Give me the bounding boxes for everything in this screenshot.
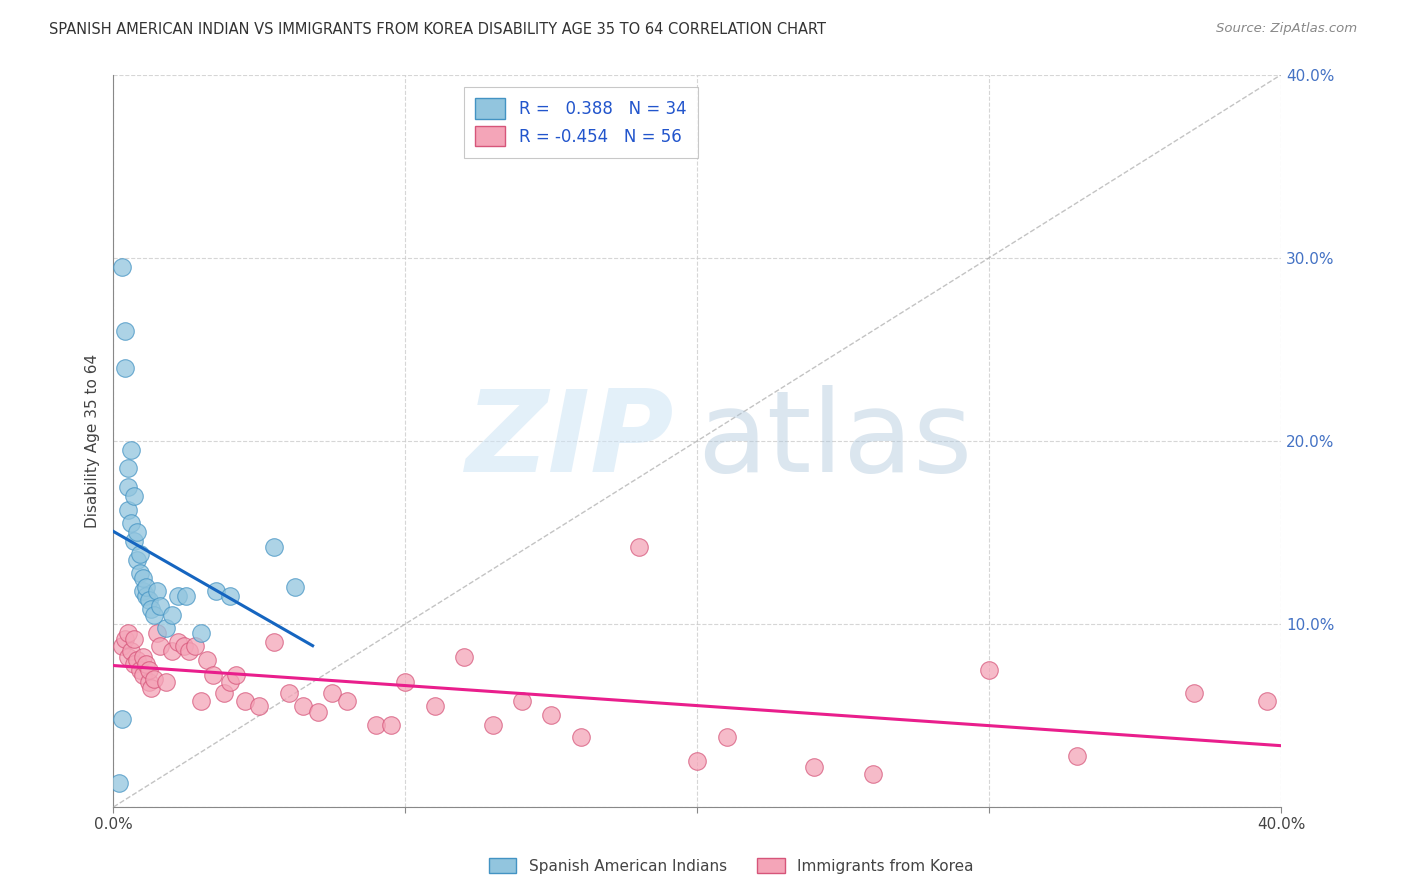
- Point: [321, 686, 343, 700]
- Point: [117, 649, 139, 664]
- Point: [111, 639, 134, 653]
- Point: [979, 663, 1001, 677]
- Point: [628, 540, 651, 554]
- Point: [219, 675, 242, 690]
- Text: SPANISH AMERICAN INDIAN VS IMMIGRANTS FROM KOREA DISABILITY AGE 35 TO 64 CORRELA: SPANISH AMERICAN INDIAN VS IMMIGRANTS FR…: [49, 22, 827, 37]
- Point: [131, 571, 153, 585]
- Point: [263, 635, 285, 649]
- Point: [149, 639, 172, 653]
- Point: [120, 516, 142, 530]
- Point: [1066, 748, 1088, 763]
- Point: [292, 699, 315, 714]
- Point: [141, 681, 163, 695]
- Point: [117, 479, 139, 493]
- Y-axis label: Disability Age 35 to 64: Disability Age 35 to 64: [86, 354, 100, 528]
- Point: [120, 644, 142, 658]
- Point: [233, 694, 256, 708]
- Point: [131, 649, 153, 664]
- Point: [143, 607, 166, 622]
- Point: [160, 644, 183, 658]
- Point: [141, 602, 163, 616]
- Point: [146, 626, 169, 640]
- Point: [125, 553, 148, 567]
- Point: [1182, 686, 1205, 700]
- Point: [482, 717, 505, 731]
- Point: [120, 442, 142, 457]
- Point: [283, 580, 305, 594]
- Point: [336, 694, 359, 708]
- Point: [219, 590, 242, 604]
- Point: [380, 717, 402, 731]
- Point: [716, 731, 738, 745]
- Point: [117, 626, 139, 640]
- Point: [146, 583, 169, 598]
- Point: [1256, 694, 1278, 708]
- Point: [453, 649, 475, 664]
- Point: [131, 583, 153, 598]
- Point: [122, 657, 145, 672]
- Point: [155, 621, 177, 635]
- Point: [125, 653, 148, 667]
- Text: Source: ZipAtlas.com: Source: ZipAtlas.com: [1216, 22, 1357, 36]
- Point: [204, 583, 226, 598]
- Point: [263, 540, 285, 554]
- Point: [149, 599, 172, 613]
- Point: [114, 632, 136, 646]
- Point: [131, 668, 153, 682]
- Point: [122, 534, 145, 549]
- Point: [510, 694, 533, 708]
- Point: [249, 699, 271, 714]
- Point: [569, 731, 592, 745]
- Point: [184, 639, 207, 653]
- Point: [862, 767, 884, 781]
- Point: [111, 260, 134, 274]
- Point: [190, 694, 212, 708]
- Point: [803, 760, 825, 774]
- Point: [686, 754, 709, 768]
- Point: [135, 580, 157, 594]
- Point: [138, 663, 160, 677]
- Point: [114, 360, 136, 375]
- Point: [128, 663, 150, 677]
- Point: [307, 705, 329, 719]
- Point: [423, 699, 446, 714]
- Point: [135, 590, 157, 604]
- Point: [122, 489, 145, 503]
- Point: [225, 668, 247, 682]
- Point: [166, 590, 188, 604]
- Legend: Spanish American Indians, Immigrants from Korea: Spanish American Indians, Immigrants fro…: [482, 852, 980, 880]
- Point: [117, 461, 139, 475]
- Point: [128, 566, 150, 580]
- Text: ZIP: ZIP: [465, 385, 673, 496]
- Point: [128, 547, 150, 561]
- Point: [195, 653, 218, 667]
- Point: [155, 675, 177, 690]
- Point: [122, 632, 145, 646]
- Point: [117, 503, 139, 517]
- Point: [111, 712, 134, 726]
- Point: [540, 708, 562, 723]
- Point: [108, 776, 131, 790]
- Point: [190, 626, 212, 640]
- Point: [138, 593, 160, 607]
- Point: [179, 644, 201, 658]
- Text: atlas: atlas: [697, 385, 973, 496]
- Point: [114, 324, 136, 338]
- Point: [125, 525, 148, 540]
- Point: [143, 672, 166, 686]
- Point: [277, 686, 299, 700]
- Point: [160, 607, 183, 622]
- Point: [176, 590, 198, 604]
- Point: [166, 635, 188, 649]
- Point: [173, 639, 195, 653]
- Point: [135, 657, 157, 672]
- Point: [366, 717, 388, 731]
- Point: [394, 675, 416, 690]
- Point: [214, 686, 236, 700]
- Legend: R =   0.388   N = 34, R = -0.454   N = 56: R = 0.388 N = 34, R = -0.454 N = 56: [464, 87, 697, 158]
- Point: [138, 675, 160, 690]
- Point: [201, 668, 224, 682]
